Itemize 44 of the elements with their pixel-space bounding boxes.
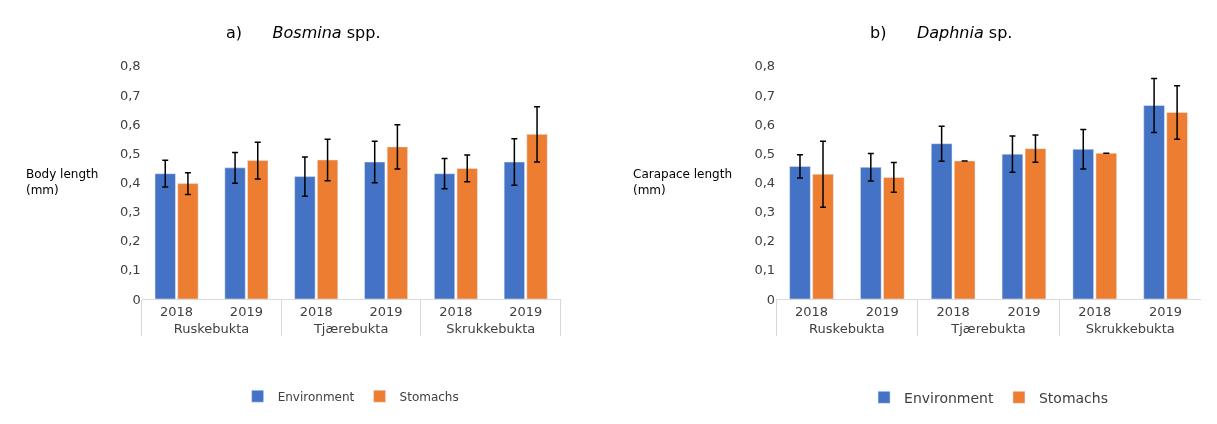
- text: Tjærebukta: [950, 320, 1026, 336]
- text: Ruskebukta: [809, 320, 885, 336]
- legend-label: Environment: [904, 389, 994, 406]
- chart-title: b) Daphnia sp.: [870, 23, 1013, 42]
- y-tick-label: 0: [132, 291, 141, 307]
- text: Ruskebukta: [173, 320, 250, 336]
- x-tick-label: 2018: [936, 303, 970, 319]
- text: Skrukkebukta: [1085, 320, 1175, 336]
- y-tick-label: 0,6: [754, 116, 776, 132]
- x-tick-label: 2019: [1007, 303, 1041, 319]
- y-tick-label: 0,2: [119, 233, 141, 249]
- y-tick-label: 0: [766, 291, 776, 307]
- y-tick-label: 0,5: [119, 145, 141, 161]
- x-tick-label: 2019: [509, 303, 543, 319]
- x-tick-label: 2018: [794, 303, 829, 319]
- x-tick-label: 2018: [299, 303, 333, 319]
- chart-title: a) Bosmina spp.: [226, 23, 381, 42]
- y-tick-label: 0,8: [754, 58, 776, 74]
- x-tick-label: 2019: [1149, 303, 1183, 319]
- legend-label: Stomachs: [399, 389, 459, 404]
- y-tick-label: 0,7: [119, 87, 141, 103]
- y-axis-title: Body length (mm): [26, 167, 99, 197]
- y-tick-label: 0,8: [119, 58, 141, 74]
- y-tick-label: 0,1: [754, 262, 776, 278]
- y-tick-label: 0,3: [754, 204, 776, 220]
- y-axis-title: Carapace length (mm): [633, 167, 733, 197]
- y-tick-label: 0,4: [119, 174, 141, 190]
- y-tick-label: 0,6: [119, 116, 141, 132]
- x-tick-label: 2018: [160, 303, 194, 319]
- text: Tjærebukta: [312, 320, 389, 336]
- y-tick-label: 0,2: [754, 233, 776, 249]
- x-tick-label: 2018: [1078, 303, 1112, 319]
- y-tick-label: 0,5: [754, 145, 776, 161]
- legend-label: Environment: [277, 389, 355, 404]
- y-tick-label: 0,7: [754, 87, 776, 103]
- y-tick-label: 0,4: [754, 174, 776, 190]
- y-tick-label: 0,3: [119, 204, 141, 220]
- x-tick-label: 2019: [865, 303, 899, 319]
- x-tick-label: 2019: [369, 303, 403, 319]
- x-tick-label: 2019: [229, 303, 263, 319]
- legend-label: Stomachs: [1038, 389, 1108, 406]
- y-tick-label: 0,1: [119, 262, 141, 278]
- text: Skrukkebukta: [446, 320, 536, 336]
- x-tick-label: 2018: [439, 303, 473, 319]
